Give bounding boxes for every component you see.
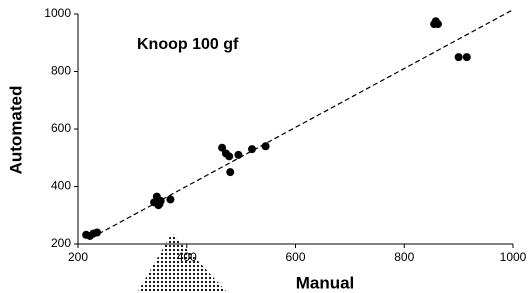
x-axis-label: Manual xyxy=(296,273,355,292)
y-tick-label: 800 xyxy=(51,64,71,78)
y-tick-label: 600 xyxy=(51,121,71,135)
data-point xyxy=(93,229,101,237)
x-tick-label: 200 xyxy=(68,250,88,264)
x-tick-label: 800 xyxy=(394,250,414,264)
data-point xyxy=(248,145,256,153)
x-tick-label: 400 xyxy=(177,250,197,264)
data-point xyxy=(234,151,242,159)
data-point xyxy=(434,20,442,28)
chart-title: Knoop 100 gf xyxy=(137,36,239,53)
data-point xyxy=(166,195,174,203)
y-tick-label: 400 xyxy=(51,179,71,193)
x-tick-label: 1000 xyxy=(500,250,527,264)
data-point xyxy=(225,152,233,160)
y-tick-label: 200 xyxy=(51,236,71,250)
data-point xyxy=(154,201,162,209)
y-axis-label: Automated xyxy=(6,86,25,175)
chart: Knoop 100 gf Manual Automated 200 400 600 8… xyxy=(0,0,530,293)
data-point xyxy=(226,168,234,176)
data-point xyxy=(455,53,463,61)
x-tick-label: 600 xyxy=(285,250,305,264)
data-point xyxy=(463,53,471,61)
y-tick-label: 1000 xyxy=(44,6,71,20)
data-point xyxy=(262,142,270,150)
